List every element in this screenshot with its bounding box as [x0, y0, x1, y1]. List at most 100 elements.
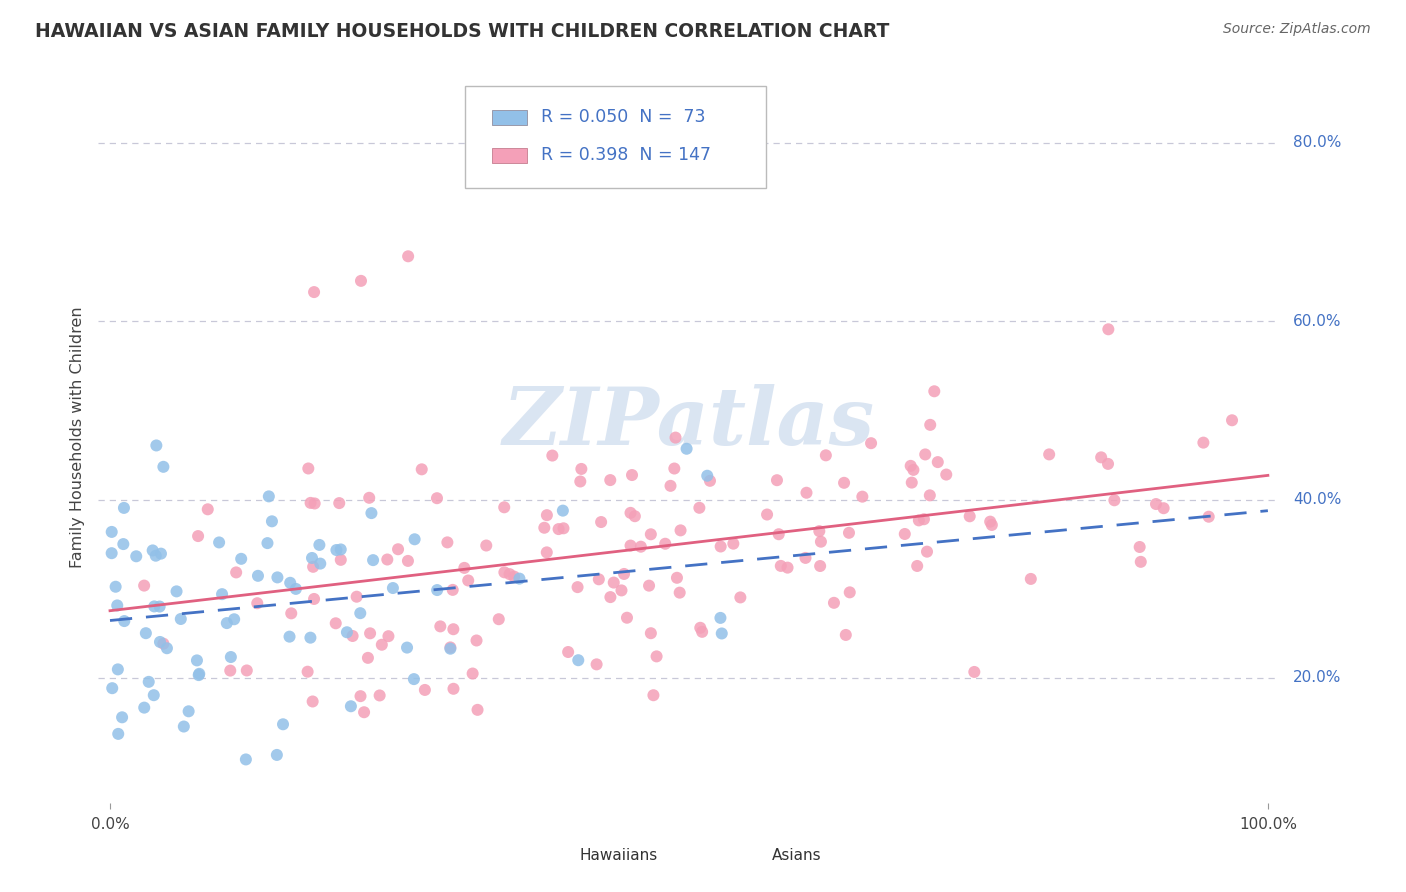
Point — [963, 665, 986, 679]
Point — [498, 567, 520, 582]
Point — [1090, 450, 1112, 465]
Point — [219, 650, 242, 665]
Point — [640, 527, 662, 541]
Point — [166, 584, 188, 599]
Point — [411, 462, 433, 476]
Point — [266, 570, 288, 584]
FancyBboxPatch shape — [464, 86, 766, 188]
Point — [299, 496, 322, 510]
Point — [215, 616, 238, 631]
Point — [851, 490, 873, 504]
Point — [494, 566, 516, 580]
Point — [453, 561, 475, 575]
Point — [536, 545, 558, 559]
Point — [710, 626, 733, 640]
Point — [557, 645, 579, 659]
Point — [134, 700, 156, 714]
Point — [197, 502, 219, 516]
Point — [585, 657, 607, 672]
Point — [508, 572, 530, 586]
Point — [359, 491, 381, 505]
Y-axis label: Family Households with Children: Family Households with Children — [69, 306, 84, 568]
Point — [488, 612, 510, 626]
Point — [325, 616, 347, 631]
Point — [723, 536, 745, 550]
Point — [104, 580, 127, 594]
Point — [664, 461, 686, 475]
Point — [643, 688, 665, 702]
Point — [246, 569, 269, 583]
Point — [302, 591, 325, 606]
Point — [143, 599, 166, 614]
Point — [567, 653, 589, 667]
Point — [1192, 435, 1215, 450]
Point — [688, 500, 710, 515]
Point — [860, 436, 883, 450]
Point — [621, 468, 644, 483]
Point — [756, 508, 779, 522]
Point — [112, 537, 135, 551]
Point — [257, 489, 280, 503]
Point — [533, 521, 555, 535]
Point — [814, 448, 837, 462]
Point — [547, 522, 569, 536]
Point — [659, 479, 682, 493]
Point — [567, 580, 589, 594]
Point — [1038, 447, 1060, 461]
Point — [284, 582, 307, 596]
Point — [808, 524, 831, 538]
Point — [439, 641, 461, 656]
Point — [156, 641, 179, 656]
Text: Source: ZipAtlas.com: Source: ZipAtlas.com — [1223, 22, 1371, 37]
Point — [360, 506, 382, 520]
Point — [457, 574, 479, 588]
Point — [336, 625, 359, 640]
Text: HAWAIIAN VS ASIAN FAMILY HOUSEHOLDS WITH CHILDREN CORRELATION CHART: HAWAIIAN VS ASIAN FAMILY HOUSEHOLDS WITH… — [35, 22, 890, 41]
Point — [436, 535, 458, 549]
Point — [689, 621, 711, 635]
Point — [654, 537, 676, 551]
Point — [591, 515, 613, 529]
Point — [613, 566, 636, 581]
Point — [1097, 457, 1119, 471]
Point — [149, 547, 172, 561]
Bar — [723, 847, 763, 863]
Point — [796, 485, 818, 500]
Point — [349, 606, 371, 620]
Text: 60.0%: 60.0% — [1294, 314, 1341, 328]
Point — [188, 666, 211, 681]
Point — [599, 473, 621, 487]
Point — [935, 467, 957, 482]
Point — [699, 474, 721, 488]
Point — [329, 542, 352, 557]
Text: R = 0.398  N = 147: R = 0.398 N = 147 — [541, 146, 711, 164]
Point — [302, 285, 325, 299]
Point — [342, 629, 364, 643]
Point — [461, 666, 484, 681]
Point — [553, 521, 575, 535]
Point — [152, 637, 174, 651]
Point — [359, 626, 381, 640]
Point — [426, 491, 449, 506]
Point — [599, 590, 621, 604]
Text: 20.0%: 20.0% — [1294, 671, 1341, 685]
Point — [111, 710, 134, 724]
Point — [100, 524, 122, 539]
Point — [145, 549, 167, 563]
Point — [808, 559, 831, 574]
Point — [610, 583, 633, 598]
Point — [908, 513, 931, 527]
Point — [588, 572, 610, 586]
Point — [914, 447, 936, 461]
Point — [357, 651, 380, 665]
Point — [915, 544, 938, 558]
Point — [494, 500, 516, 515]
Point — [149, 635, 172, 649]
Point — [278, 630, 301, 644]
Point — [1097, 322, 1119, 336]
Point — [368, 689, 391, 703]
Point — [439, 640, 461, 655]
Point — [329, 553, 352, 567]
Point — [152, 459, 174, 474]
Point — [173, 719, 195, 733]
